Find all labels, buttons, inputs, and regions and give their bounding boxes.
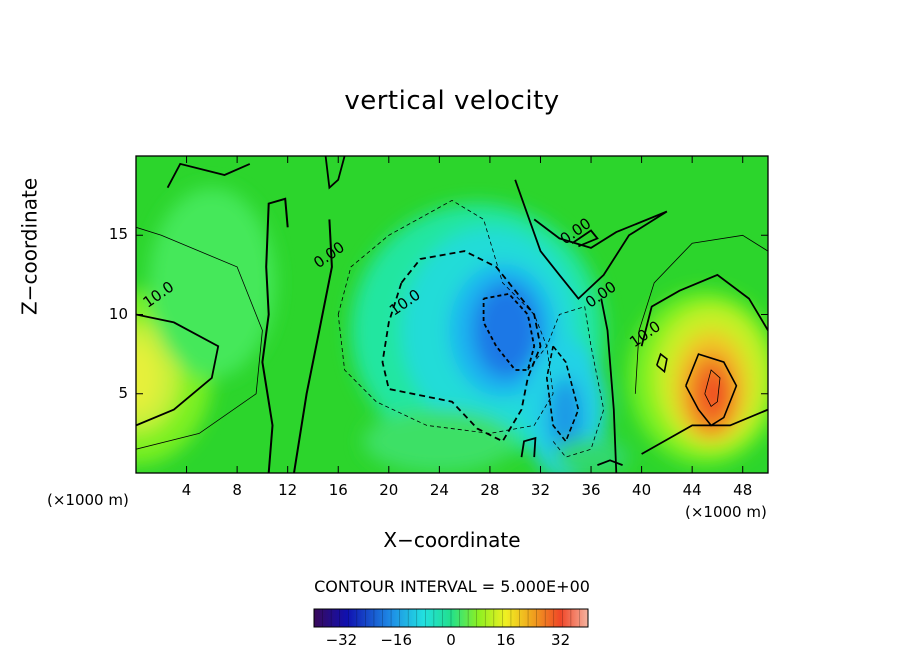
contour-line: [136, 313, 220, 427]
contour-line: [136, 226, 263, 450]
contour-line: [571, 229, 599, 248]
contour-line: [166, 162, 251, 189]
y-tick-label: 15: [108, 225, 128, 244]
negative-contour-line: [545, 345, 580, 443]
x-tick-label: 20: [379, 481, 399, 499]
contour-line: [634, 234, 768, 394]
colorbar-tick-label: −16: [380, 631, 413, 649]
contour-line: [656, 352, 668, 374]
y-tick-label: 10: [108, 304, 128, 323]
contour-line: [640, 273, 768, 347]
contour-line: [704, 369, 721, 408]
x-axis-label: X−coordinate: [383, 528, 521, 552]
negative-contour-line: [381, 250, 542, 443]
contour-interval-note: CONTOUR INTERVAL = 5.000E+00: [314, 577, 590, 596]
x-tick-label: 44: [682, 481, 702, 499]
x-unit-label-left: (×1000 m): [47, 491, 129, 509]
x-tick-label: 36: [581, 481, 601, 499]
field-shade: [473, 282, 540, 378]
x-tick-label: 8: [232, 481, 242, 499]
field-shade: [136, 343, 159, 413]
colorbar-tick-label: 32: [551, 631, 571, 649]
x-tick-label: 24: [429, 481, 449, 499]
contour-line: [293, 219, 333, 473]
x-tick-label: 28: [480, 481, 500, 499]
contour-line: [600, 298, 618, 473]
y-tick-label: 5: [118, 383, 128, 402]
field-shade: [553, 438, 629, 473]
x-tick-label: 16: [328, 481, 348, 499]
colorbar-tick-label: 0: [446, 631, 456, 649]
x-tick-label: 48: [733, 481, 753, 499]
field-shade: [363, 409, 516, 473]
field-shade: [148, 187, 276, 378]
contour-line: [685, 353, 738, 427]
x-unit-label-right: (×1000 m): [685, 503, 767, 521]
x-tick-label: 40: [632, 481, 652, 499]
contour-line: [520, 436, 537, 458]
colorbar-tick-label: 16: [496, 631, 516, 649]
colorbar-frame: [313, 608, 589, 628]
chart-title: vertical velocity: [344, 86, 560, 116]
x-tick-label: 4: [181, 481, 192, 499]
contour-line: [261, 197, 289, 473]
field-shade: [701, 371, 727, 416]
negative-contour-line: [527, 306, 605, 458]
x-tick-label: 12: [278, 481, 298, 499]
contour-line: [597, 459, 623, 466]
negative-contour-line: [482, 292, 536, 371]
colorbar-tick-label: −32: [325, 631, 358, 649]
colorbar-gradient: [314, 609, 588, 627]
contour-line: [324, 156, 346, 190]
x-tick-label: 32: [530, 481, 551, 499]
